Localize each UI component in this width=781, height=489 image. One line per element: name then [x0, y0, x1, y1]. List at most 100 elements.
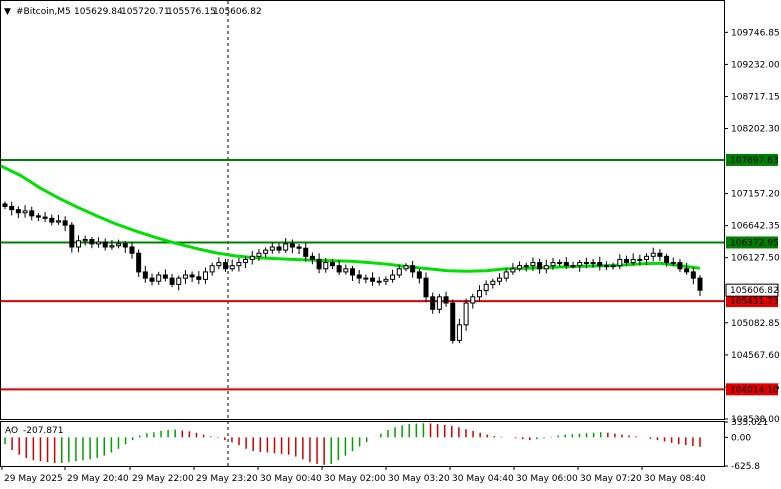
- candle-body: [650, 252, 656, 257]
- candle-body: [583, 262, 589, 265]
- header-symbol: #Bitcoin,M5: [16, 7, 71, 17]
- candle-body: [15, 209, 21, 214]
- candle-body: [463, 302, 469, 326]
- candle-body: [55, 220, 61, 223]
- candle-body: [470, 296, 476, 304]
- candle-body: [223, 262, 229, 270]
- ao-tick-label: 0.00: [731, 433, 751, 443]
- level-label-bg-support-low: [726, 383, 778, 396]
- candle-body: [116, 243, 122, 247]
- candle-body: [617, 258, 623, 267]
- candle-body: [289, 243, 295, 248]
- candle-body: [136, 252, 142, 273]
- candle-body: [376, 280, 382, 283]
- candle-body: [383, 278, 389, 282]
- y-tick-label: 108717.15: [731, 92, 780, 102]
- x-tick-label: 30 May 08:40: [644, 474, 706, 484]
- candle-body: [82, 239, 88, 242]
- candle-body: [249, 255, 255, 260]
- x-tick-label: 30 May 02:00: [324, 474, 386, 484]
- candle-body: [149, 277, 155, 282]
- candle-body: [89, 239, 95, 245]
- candle-body: [450, 302, 456, 341]
- candle-body: [189, 274, 195, 278]
- candle-body: [196, 276, 202, 280]
- level-label-bg-resistance: [726, 236, 778, 249]
- x-tick-label: 29 May 22:00: [132, 474, 194, 484]
- candle-body: [623, 258, 629, 264]
- candle-body: [684, 268, 690, 273]
- moving-average-line: [0, 164, 701, 273]
- candle-body: [490, 280, 496, 285]
- candle-body: [497, 277, 503, 282]
- y-tick-label: 106642.35: [731, 222, 780, 232]
- candle-body: [610, 265, 616, 268]
- candle-body: [243, 258, 249, 264]
- candle-body: [176, 277, 182, 285]
- candle-body: [570, 265, 576, 268]
- candle-body: [276, 246, 282, 251]
- candle-body: [169, 277, 175, 285]
- ao-tick-label: -625.8: [731, 462, 760, 472]
- candle-body: [42, 216, 48, 219]
- candle-body: [229, 265, 235, 270]
- candle-body: [630, 258, 636, 264]
- oscillator-header: AO -207.871: [5, 426, 63, 436]
- y-tick-label: 104567.60: [731, 351, 780, 361]
- level-label-resistance-high: 107697.63: [730, 156, 779, 166]
- candle-body: [403, 265, 409, 270]
- header-open: 105629.84: [74, 7, 123, 17]
- candle-body: [697, 277, 703, 291]
- header-high: 105720.71: [121, 7, 170, 17]
- candle-body: [22, 210, 28, 214]
- candle-body: [156, 274, 162, 282]
- candle-body: [483, 283, 489, 292]
- candle-body: [142, 271, 148, 279]
- candle-body: [523, 265, 529, 268]
- candle-body: [129, 246, 135, 254]
- candle-body: [590, 262, 596, 265]
- candle-body: [309, 255, 315, 260]
- candle-body: [530, 262, 536, 267]
- y-tick-label: 105082.85: [731, 319, 780, 329]
- level-label-support: 105431.73: [730, 297, 779, 307]
- candle-body: [62, 220, 68, 226]
- candle-body: [343, 268, 349, 273]
- candle-body: [35, 215, 41, 218]
- candle-body: [209, 265, 215, 273]
- candle-body: [363, 277, 369, 280]
- candle-body: [543, 265, 549, 270]
- candle-body: [263, 249, 269, 254]
- candle-body: [664, 255, 670, 264]
- ao-tick-label: 335.021: [731, 418, 768, 428]
- candle-body: [390, 274, 396, 280]
- candle-body: [69, 224, 75, 248]
- candle-body: [162, 274, 168, 279]
- level-label-bg-resistance-high: [726, 153, 778, 166]
- x-tick-label: 30 May 03:20: [388, 474, 450, 484]
- candle-body: [517, 265, 523, 270]
- ao-name: AO: [5, 426, 18, 436]
- candle-body: [690, 271, 696, 279]
- candle-body: [296, 246, 302, 249]
- candle-body: [637, 258, 643, 261]
- main-plot-area[interactable]: [0, 0, 725, 420]
- chart-header: ▼ #Bitcoin,M5 105629.84 105720.71 105576…: [4, 7, 262, 17]
- candle-body: [537, 262, 543, 270]
- candle-body: [202, 271, 208, 280]
- x-tick-label: 30 May 07:20: [580, 474, 642, 484]
- candle-body: [476, 290, 482, 298]
- y-tick-label: 109232.00: [731, 60, 780, 70]
- candle-body: [670, 262, 676, 265]
- candle-body: [29, 210, 35, 217]
- candle-body: [657, 252, 663, 257]
- candle-body: [109, 245, 115, 248]
- oscillator-plot-area[interactable]: [0, 421, 725, 467]
- candle-body: [603, 265, 609, 268]
- candle-body: [236, 262, 242, 267]
- candle-body: [2, 203, 8, 208]
- header-low: 105576.15: [167, 7, 216, 17]
- candle-body: [396, 268, 402, 276]
- candle-body: [182, 274, 188, 279]
